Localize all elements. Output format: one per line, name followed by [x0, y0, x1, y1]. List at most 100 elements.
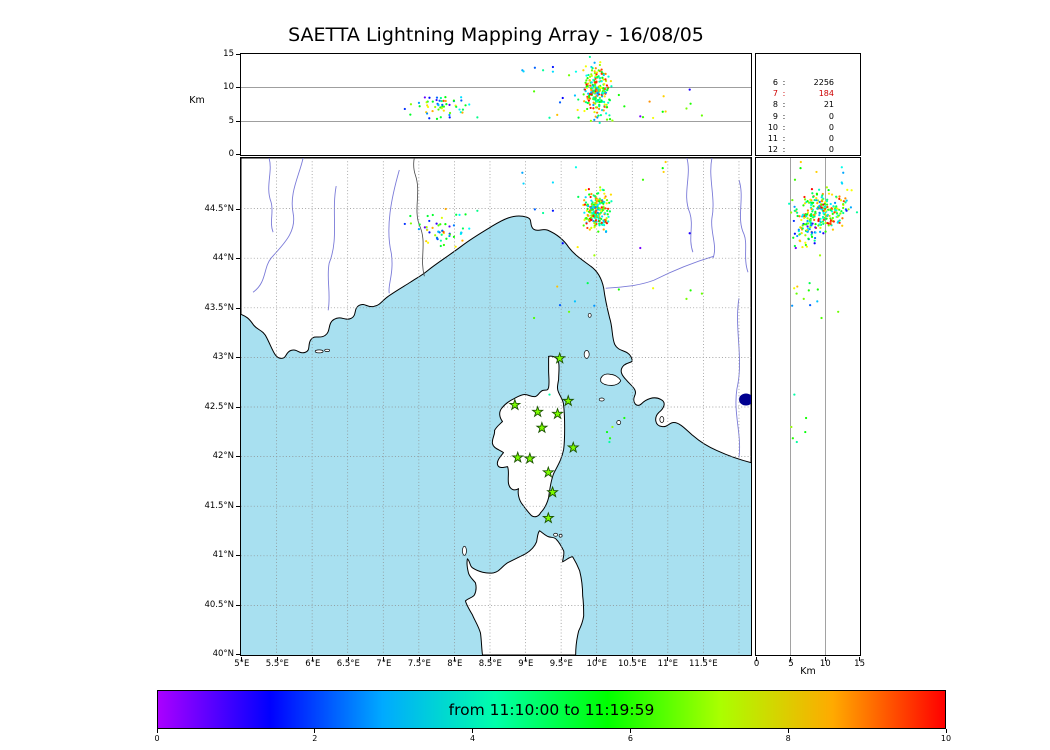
- altitude-gridlines: [241, 87, 751, 122]
- lon-tick-mark: [525, 656, 527, 661]
- lon-tick-mark: [276, 656, 278, 661]
- station-marker: [566, 440, 580, 454]
- lon-tick-label: 7°E: [376, 658, 392, 669]
- separator: :: [782, 122, 786, 132]
- station-count-row: 11: 0: [766, 133, 860, 144]
- station-marker: [542, 465, 555, 478]
- mainland-coast: [241, 158, 751, 464]
- station-count-label: 12: [767, 145, 778, 155]
- colorbar-tick-label: 4: [470, 733, 476, 743]
- altitude-latitude-plot: [788, 158, 859, 655]
- lon-tick-label: 8.5°E: [478, 658, 502, 669]
- small-island: [314, 349, 324, 354]
- lon-tick-label: 6°E: [305, 658, 321, 669]
- rivers: [252, 158, 749, 458]
- station-marker: [551, 407, 564, 420]
- colorbar-tick-label: 2: [312, 733, 318, 743]
- altitude-tick-label: 10: [223, 82, 234, 93]
- altitude-tick-label: 0: [228, 149, 234, 160]
- lon-tick-mark: [383, 656, 385, 661]
- map-gridlines: [241, 158, 751, 655]
- lon-tick-label: 6.5°E: [336, 658, 360, 669]
- lon-tick-label: 10.5°E: [618, 658, 647, 669]
- corsica: [491, 355, 566, 518]
- small-island: [558, 533, 563, 538]
- lat-tick-label: 41.5°N: [204, 500, 234, 511]
- lat-tick-label: 40.5°N: [204, 599, 234, 610]
- lon-tick-mark: [347, 656, 349, 661]
- small-island: [659, 416, 665, 423]
- colorbar-tick-label: 0: [154, 733, 160, 743]
- lon-tick-mark: [667, 656, 669, 661]
- lon-tick-mark: [241, 656, 243, 661]
- lat-tick-label: 42.5°N: [204, 401, 234, 412]
- lon-tick-label: 11°E: [657, 658, 679, 669]
- lat-tick-label: 42°N: [212, 451, 234, 462]
- lightning-points-map: [403, 160, 704, 444]
- colorbar-tick-mark: [945, 729, 947, 733]
- sardinia: [464, 530, 585, 655]
- lon-tick-mark: [454, 656, 456, 661]
- station-count-row: 6: 2256: [766, 77, 860, 88]
- station-marker: [508, 398, 522, 411]
- small-island: [583, 350, 590, 359]
- colorbar-tick-label: 8: [785, 733, 791, 743]
- separator: :: [782, 111, 786, 121]
- lightning-points-latitude: [788, 160, 859, 444]
- colorbar-tick-mark: [787, 729, 789, 733]
- right-km-tick-label: 15: [854, 658, 865, 669]
- station-marker: [546, 485, 559, 498]
- station-count-label: 9: [772, 111, 778, 121]
- station-marker: [553, 351, 567, 364]
- station-count-value: 0: [828, 145, 834, 155]
- station-count-label: 8: [772, 100, 778, 110]
- lat-tick-label: 43°N: [212, 352, 234, 363]
- separator: :: [782, 145, 786, 155]
- land-masses: [241, 158, 751, 655]
- altitude-tick-label: 15: [223, 49, 234, 60]
- altitude-longitude-plot: [241, 55, 751, 124]
- station-count-value: 0: [828, 134, 834, 144]
- separator: :: [782, 134, 786, 144]
- small-island: [616, 420, 622, 425]
- lightning-points-altitude: [403, 55, 704, 124]
- altitude-tick-label: 5: [228, 115, 234, 126]
- separator: :: [782, 89, 786, 99]
- station-count-panel: 6: 2256 7: 184 8: 21 9: 0 10: 0 11: 0 12: 0: [755, 53, 861, 156]
- station-count-label: 10: [767, 122, 778, 132]
- separator: :: [782, 78, 786, 87]
- station-count-value: 2256: [813, 78, 834, 87]
- station-count-row: 9: 0: [766, 111, 860, 122]
- lat-tick-label: 40°N: [212, 649, 234, 660]
- lon-tick-label: 9.5°E: [549, 658, 573, 669]
- station-count-row: 10: 0: [766, 122, 860, 133]
- lon-tick-label: 11.5°E: [689, 658, 718, 669]
- small-island: [598, 397, 605, 402]
- right-km-tick-mark: [824, 656, 826, 661]
- right-km-tick-mark: [756, 656, 758, 661]
- right-km-tick-label: 0: [753, 658, 760, 669]
- station-marker: [531, 405, 544, 418]
- lon-tick-label: 10°E: [586, 658, 608, 669]
- separator: :: [782, 100, 786, 110]
- colorbar-tick-mark: [629, 729, 631, 733]
- station-count-label: 7: [772, 89, 778, 99]
- colorbar-tick-label: 6: [627, 733, 633, 743]
- station-marker: [511, 450, 525, 464]
- colorbar-tick-label: 10: [940, 733, 952, 743]
- lon-tick-mark: [312, 656, 314, 661]
- colorbar-tick-mark: [156, 729, 158, 733]
- lat-tick-label: 43.5°N: [204, 302, 234, 313]
- map-plot: [241, 158, 751, 655]
- station-count-value: 184: [818, 89, 834, 99]
- station-count-label: 6: [772, 78, 778, 87]
- colorbar-tick-mark: [472, 729, 474, 733]
- lon-tick-label: 5.5°E: [265, 658, 289, 669]
- figure-title: SAETTA Lightning Mapping Array - 16/08/0…: [288, 24, 704, 46]
- station-count-value: 0: [828, 122, 834, 132]
- lake: [738, 393, 751, 406]
- right-km-tick-mark: [790, 656, 792, 661]
- right-axis-km-label: Km: [800, 666, 816, 677]
- altitude-vs-longitude-panel: [240, 53, 752, 156]
